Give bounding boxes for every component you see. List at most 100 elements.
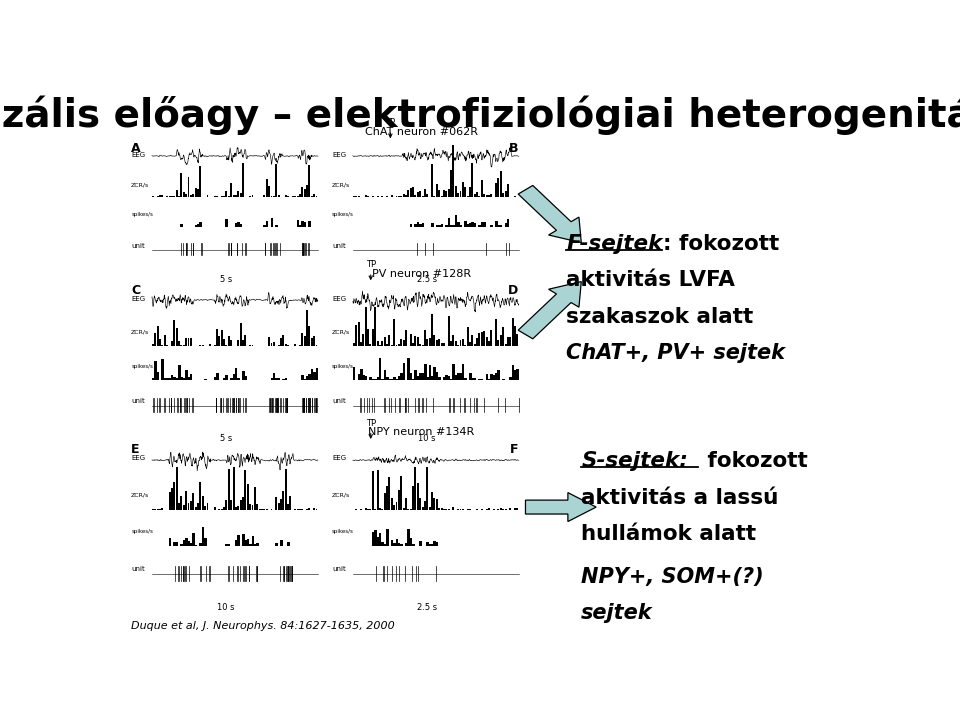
Bar — [200, 223, 202, 227]
Bar — [365, 195, 367, 197]
Bar — [478, 196, 480, 197]
Bar — [195, 225, 197, 227]
Bar — [415, 467, 417, 510]
Bar — [460, 373, 462, 380]
Bar — [303, 379, 306, 380]
Bar — [204, 379, 206, 380]
Text: 10 s: 10 s — [217, 604, 235, 612]
Bar — [407, 358, 410, 380]
Bar — [178, 365, 180, 380]
Bar — [386, 486, 388, 510]
Bar — [372, 471, 373, 510]
Bar — [486, 195, 488, 197]
Bar — [171, 341, 173, 346]
Bar — [397, 490, 400, 510]
Bar — [316, 196, 318, 197]
Bar — [467, 196, 468, 197]
Bar — [473, 344, 476, 346]
Text: : fokozott: : fokozott — [663, 234, 780, 254]
Bar — [174, 196, 176, 197]
Bar — [185, 370, 188, 380]
Bar — [379, 508, 381, 510]
Bar — [166, 345, 168, 346]
Bar — [476, 192, 478, 197]
Text: aktivitás LVFA: aktivitás LVFA — [566, 270, 735, 291]
Bar — [294, 509, 296, 510]
Bar — [216, 373, 219, 380]
Bar — [374, 379, 376, 380]
Bar — [441, 343, 443, 346]
Text: unit: unit — [332, 566, 346, 572]
Bar — [223, 507, 225, 510]
Text: spikes/s: spikes/s — [132, 212, 153, 217]
Bar — [301, 187, 303, 197]
Text: E: E — [132, 443, 139, 456]
Bar — [362, 375, 365, 380]
Bar — [394, 505, 396, 510]
Bar — [402, 508, 404, 510]
Bar — [438, 225, 441, 227]
Bar — [502, 193, 504, 197]
Bar — [276, 163, 277, 197]
Bar — [486, 375, 488, 380]
Bar — [469, 373, 471, 380]
Bar — [429, 544, 431, 546]
Bar — [290, 497, 292, 510]
Bar — [443, 343, 444, 346]
Bar — [516, 334, 518, 346]
Bar — [242, 497, 244, 510]
Bar — [405, 543, 408, 546]
Bar — [426, 542, 429, 546]
Text: 2.5 s: 2.5 s — [417, 275, 437, 284]
Bar — [450, 379, 452, 380]
Bar — [242, 371, 245, 380]
Bar — [268, 337, 270, 346]
Bar — [242, 163, 244, 197]
Bar — [242, 340, 244, 346]
Bar — [280, 338, 282, 346]
Bar — [247, 539, 250, 546]
Text: 2.5 s: 2.5 s — [417, 604, 437, 612]
Bar — [412, 544, 415, 546]
Text: NPY neuron #134R: NPY neuron #134R — [369, 427, 474, 437]
Text: NPY+, SOM+(?): NPY+, SOM+(?) — [581, 568, 764, 587]
Bar — [412, 487, 414, 510]
Bar — [152, 343, 154, 346]
Bar — [376, 196, 378, 197]
Bar — [376, 341, 378, 346]
Bar — [245, 376, 247, 380]
Bar — [247, 484, 249, 510]
Bar — [502, 379, 505, 380]
Bar — [389, 335, 391, 346]
Bar — [491, 374, 492, 380]
Bar — [161, 194, 163, 197]
Bar — [311, 338, 313, 346]
Bar — [447, 189, 449, 197]
Bar — [313, 336, 315, 346]
Text: 5 s: 5 s — [220, 434, 232, 442]
Bar — [478, 225, 481, 227]
Bar — [488, 379, 491, 380]
Bar — [271, 218, 273, 227]
Bar — [420, 223, 421, 227]
Bar — [488, 508, 490, 510]
Bar — [457, 345, 459, 346]
Bar — [306, 377, 308, 380]
Text: A: A — [132, 142, 141, 155]
Bar — [313, 372, 316, 380]
Bar — [436, 340, 438, 346]
Bar — [495, 184, 497, 197]
Bar — [500, 508, 502, 510]
Bar — [355, 196, 357, 197]
Bar — [169, 538, 171, 546]
Bar — [469, 187, 471, 197]
Bar — [156, 196, 158, 197]
Bar — [389, 477, 391, 510]
Bar — [381, 379, 384, 380]
Bar — [180, 224, 183, 227]
Bar — [492, 508, 494, 510]
Bar — [237, 192, 239, 197]
Bar — [410, 509, 412, 510]
Bar — [214, 377, 216, 380]
Bar — [465, 187, 467, 197]
